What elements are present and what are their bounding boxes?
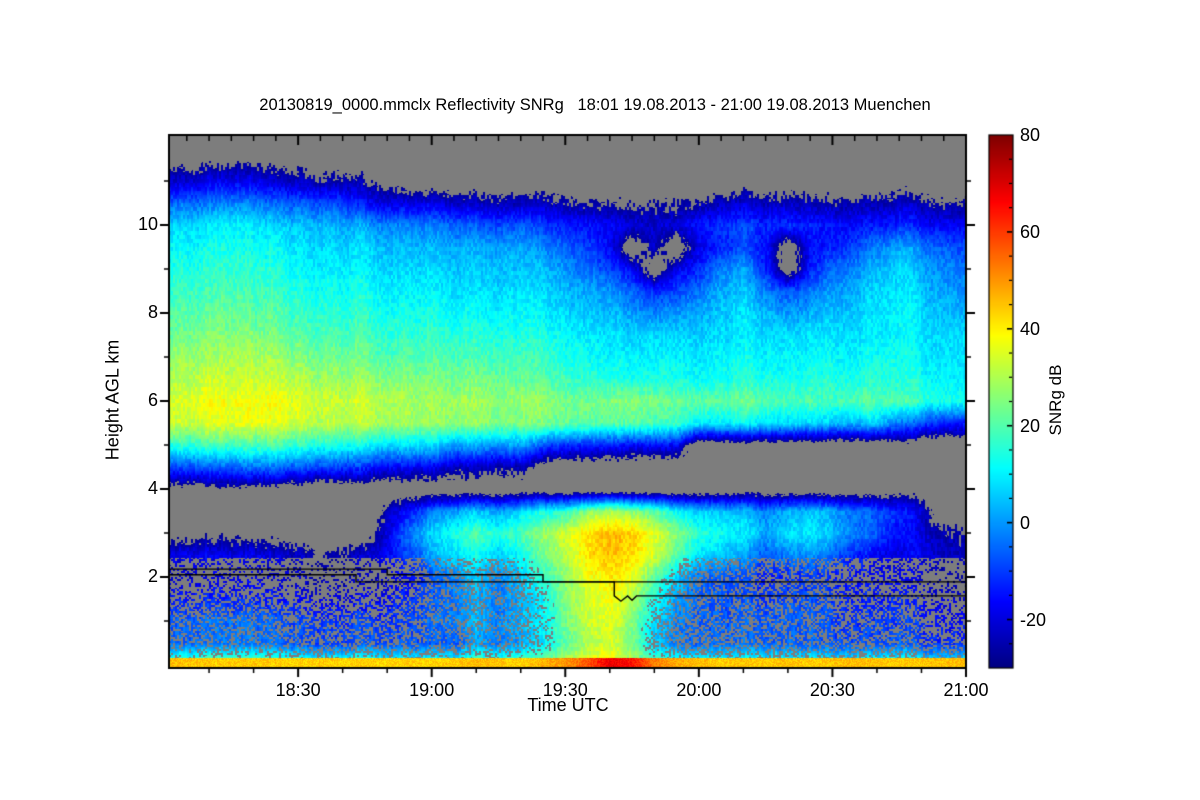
y-tick-label: 10 <box>137 214 158 234</box>
x-tick-label: 20:00 <box>676 680 722 700</box>
x-tick-label: 18:30 <box>275 680 321 700</box>
colorbar-tick-label: 0 <box>1020 512 1031 533</box>
colorbar-tick-label: 80 <box>1020 125 1041 145</box>
x-tick-label: 19:30 <box>542 680 588 700</box>
x-tick-label: 20:30 <box>809 680 855 700</box>
colorbar-tick-label: 40 <box>1020 318 1041 339</box>
x-tick-label: 21:00 <box>943 680 989 700</box>
colorbar-tick-label: -20 <box>1020 609 1047 630</box>
x-tick-label: 19:00 <box>409 680 455 700</box>
colorbar-tick-label: 60 <box>1020 221 1041 242</box>
colorbar-title: SNRg dB <box>1046 364 1065 436</box>
y-tick-label: 6 <box>147 390 158 410</box>
colorbar-tick-label: 20 <box>1020 415 1041 436</box>
y-tick-label: 2 <box>147 566 158 586</box>
x-axis-title: Time UTC <box>527 695 609 715</box>
y-tick-label: 4 <box>147 478 158 498</box>
y-tick-label: 8 <box>147 302 158 322</box>
figure-title: 20130819_0000.mmclx Reflectivity SNRg 18… <box>259 96 931 114</box>
